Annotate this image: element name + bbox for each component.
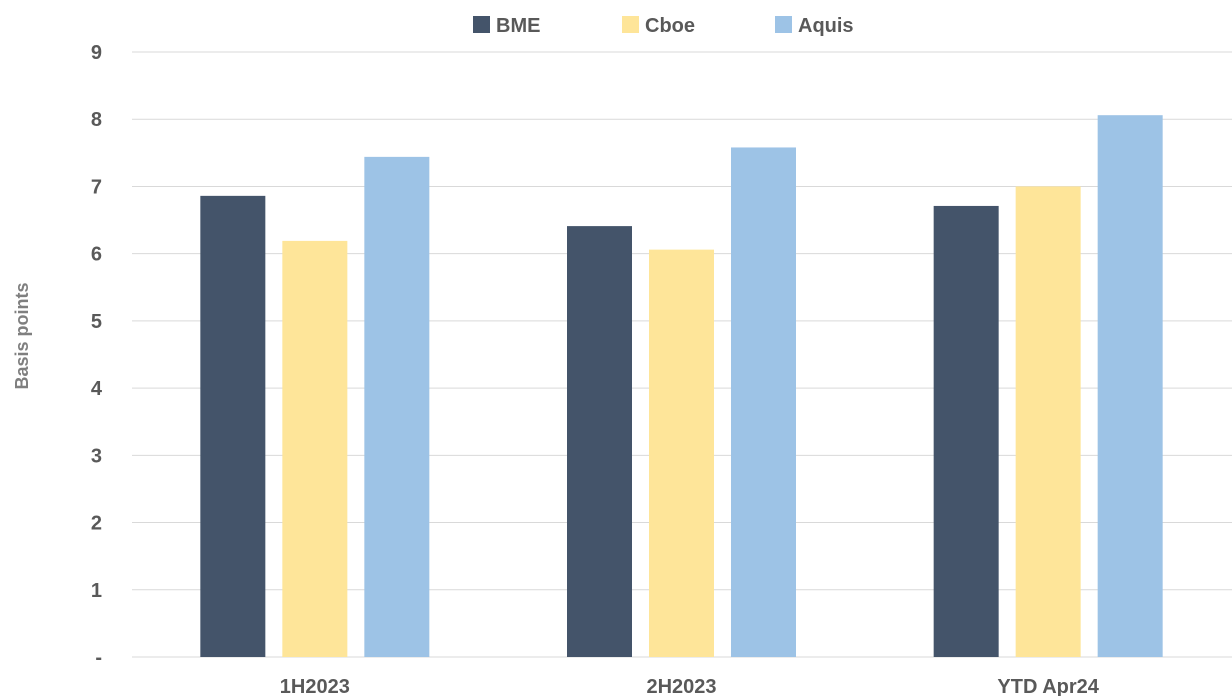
legend-swatch-aquis	[775, 16, 792, 33]
y-tick-label: 1	[91, 580, 102, 602]
bar-aquis-2	[731, 147, 796, 657]
y-tick-label: 4	[91, 378, 103, 400]
y-tick-label: -	[95, 647, 102, 669]
bar-cboe-2	[649, 249, 714, 657]
y-tick-label: 5	[91, 311, 102, 333]
bar-aquis-1	[364, 156, 430, 657]
y-tick-label: 3	[91, 445, 102, 467]
bar-bme-1	[200, 195, 266, 657]
legend-label-bme: BME	[496, 15, 540, 37]
x-category-label: YTD Apr24	[997, 676, 1099, 696]
legend-swatch-bme	[473, 16, 490, 33]
x-category-label: 2H2023	[646, 676, 716, 696]
legend-label-aquis: Aquis	[798, 15, 854, 37]
bar-cboe-1	[282, 240, 348, 657]
bar-bme-3	[933, 205, 999, 657]
legend-label-cboe: Cboe	[645, 15, 695, 37]
y-tick-label: 2	[91, 513, 102, 535]
x-axis-categories: 1H2023 2H2023 YTD Apr24	[280, 676, 1100, 696]
legend: BME Cboe Aquis	[473, 15, 854, 37]
bars	[200, 115, 1163, 657]
legend-swatch-cboe	[622, 16, 639, 33]
y-axis-ticks: - 1 2 3 4 5 6 7 8 9	[91, 42, 103, 669]
x-category-label: 1H2023	[280, 676, 350, 696]
y-tick-label: 9	[91, 42, 102, 64]
bar-bme-2	[567, 226, 632, 657]
bar-cboe-3	[1015, 186, 1081, 657]
y-tick-label: 8	[91, 109, 102, 131]
y-tick-label: 7	[91, 176, 102, 198]
bar-aquis-3	[1097, 115, 1163, 657]
y-axis-title: Basis points	[12, 282, 32, 389]
y-tick-label: 6	[91, 244, 102, 266]
